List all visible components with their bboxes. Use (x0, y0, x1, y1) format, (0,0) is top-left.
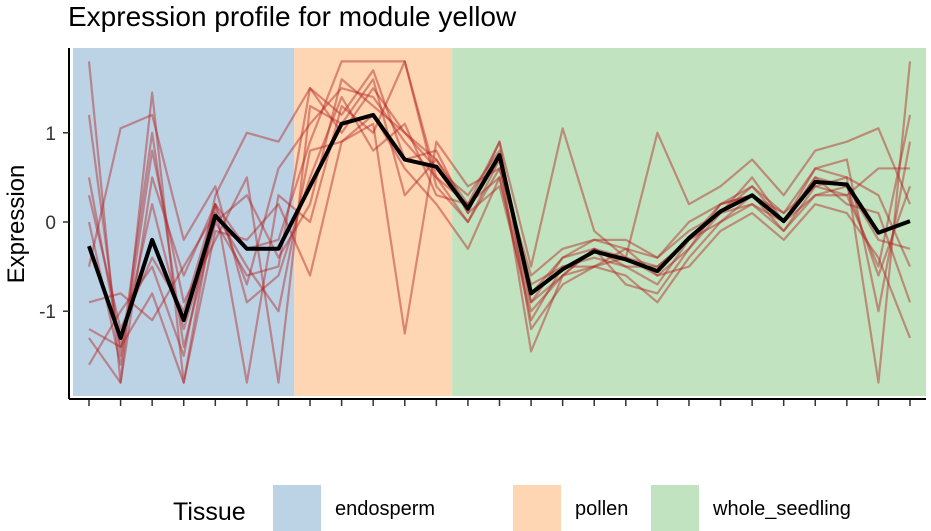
tissue-backgrounds (73, 48, 926, 396)
gene-line-gene9 (88, 113, 912, 384)
legend-label-whole_seedling: whole_seedling (712, 498, 851, 520)
legend-key-pollen (513, 485, 561, 531)
tissue-band-endosperm (73, 48, 295, 396)
eigengene-line (87, 112, 911, 340)
eigengene-polyline (87, 112, 911, 340)
gene-line-gene7 (87, 78, 912, 384)
gene-line-gene2 (87, 69, 912, 357)
gene-line-gene6 (88, 122, 912, 335)
axes: -1 0 1 (39, 48, 926, 406)
chart-title: Expression profile for module yellow (68, 1, 517, 32)
legend-label-pollen: pollen (575, 498, 628, 520)
gene-line-gene3 (88, 87, 912, 366)
legend-title: Tissue (173, 498, 246, 526)
legend-label-endosperm: endosperm (335, 498, 435, 520)
tissue-band-pollen (294, 48, 453, 396)
y-tick-label: -1 (39, 302, 56, 323)
gene-line-gene4 (88, 60, 911, 384)
legend: Tissue endosperm pollen whole_seedling (173, 485, 851, 531)
y-tick-label: 1 (45, 124, 56, 145)
y-tick-label: 0 (45, 213, 56, 234)
tissue-band-whole_seedling (452, 48, 926, 396)
legend-key-whole_seedling (651, 485, 699, 531)
y-axis-label: Expression (3, 165, 30, 284)
legend-key-endosperm (273, 485, 321, 531)
